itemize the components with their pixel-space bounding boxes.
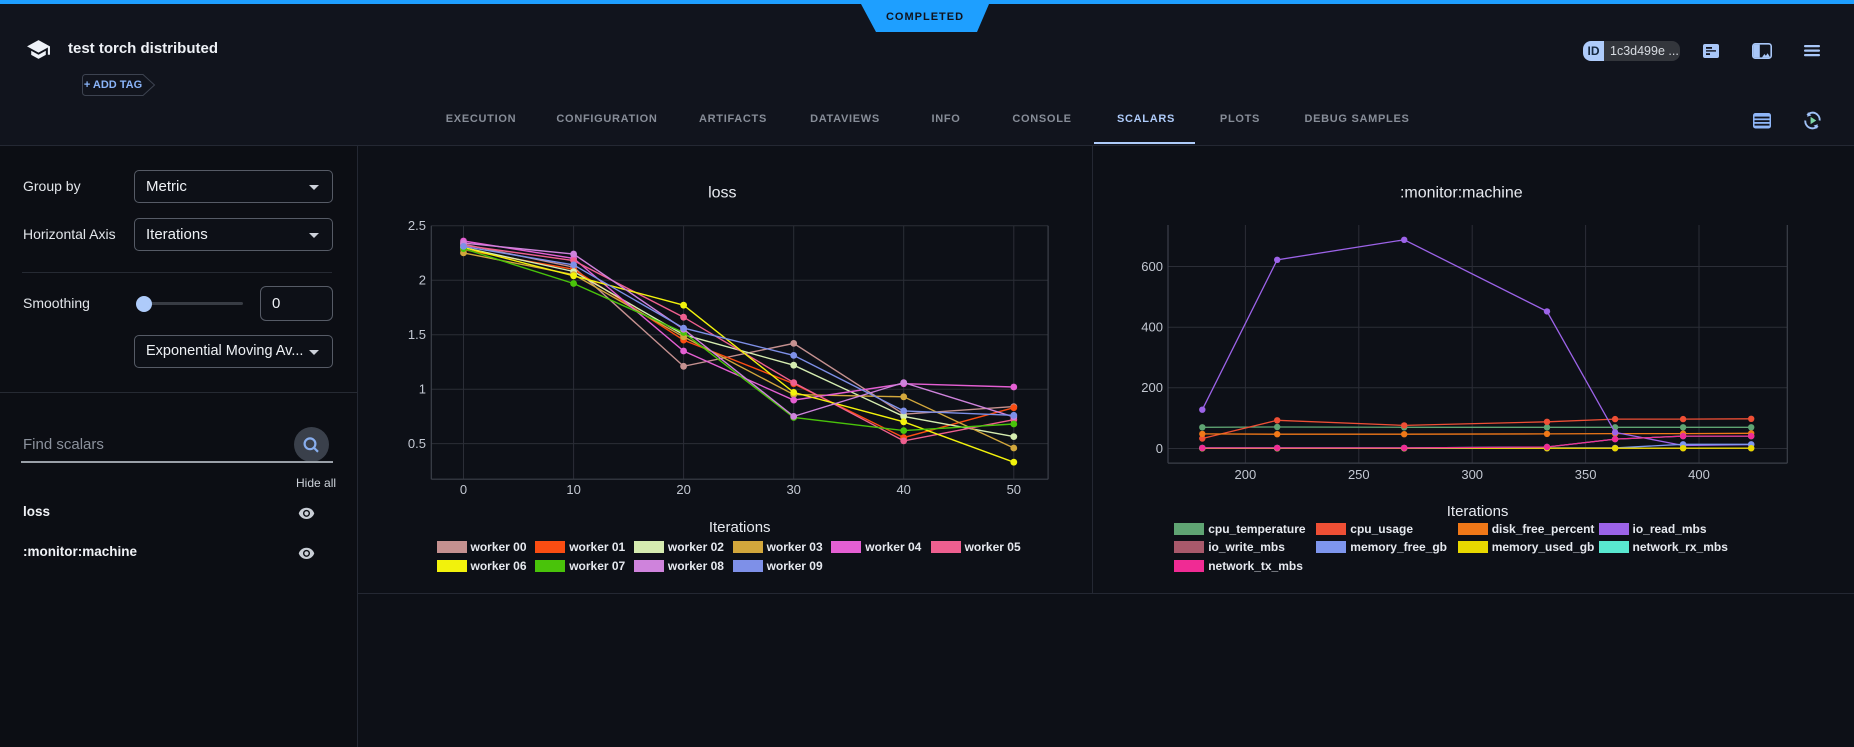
svg-text:loss: loss	[708, 185, 736, 202]
svg-text:Iterations: Iterations	[709, 519, 771, 536]
svg-text:400: 400	[1688, 467, 1710, 482]
svg-text:1: 1	[419, 382, 426, 397]
svg-text:400: 400	[1141, 320, 1163, 335]
svg-text:30: 30	[786, 482, 800, 497]
svg-text:250: 250	[1348, 467, 1370, 482]
svg-text:1.5: 1.5	[408, 327, 426, 342]
svg-text:20: 20	[676, 482, 690, 497]
svg-text:0: 0	[460, 482, 467, 497]
svg-text:2: 2	[419, 273, 426, 288]
svg-text:0: 0	[1156, 441, 1163, 456]
svg-text:40: 40	[896, 482, 910, 497]
svg-text:10: 10	[566, 482, 580, 497]
svg-text:Iterations: Iterations	[1447, 503, 1509, 520]
svg-text::monitor:machine: :monitor:machine	[1400, 185, 1523, 202]
svg-text:300: 300	[1461, 467, 1483, 482]
svg-text:200: 200	[1235, 467, 1257, 482]
svg-text:600: 600	[1141, 259, 1163, 274]
svg-text:0.5: 0.5	[408, 436, 426, 451]
svg-text:350: 350	[1575, 467, 1597, 482]
svg-text:2.5: 2.5	[408, 218, 426, 233]
svg-text:50: 50	[1007, 482, 1021, 497]
svg-text:200: 200	[1141, 380, 1163, 395]
